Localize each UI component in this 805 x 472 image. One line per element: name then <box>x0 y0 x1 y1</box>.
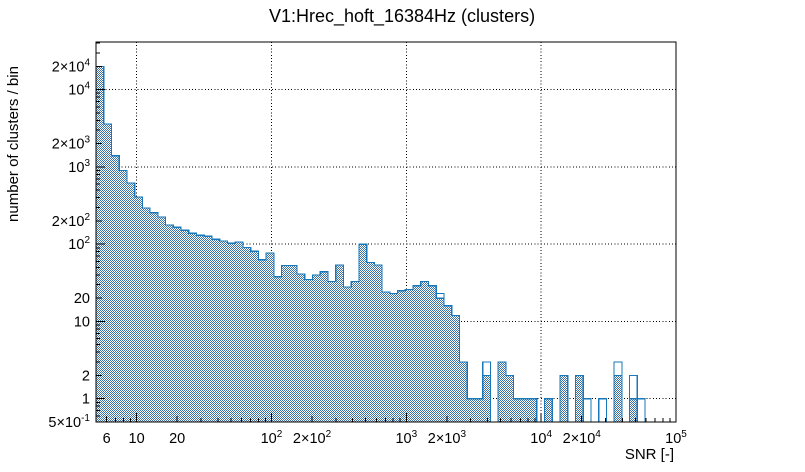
y-tick-label: 2×103 <box>52 135 91 153</box>
y-tick-label: 2 <box>82 368 90 384</box>
y-tick-label: 103 <box>68 158 90 176</box>
x-tick-label: 10 <box>129 431 145 447</box>
y-tick-label: 20 <box>74 291 90 307</box>
chart-title: V1:Hrec_hoft_16384Hz (clusters) <box>269 6 535 27</box>
y-tick-label: 5×10-1 <box>48 413 90 431</box>
plot-frame <box>95 41 677 423</box>
x-tick-label: 105 <box>665 429 687 447</box>
x-tick-label: 2×103 <box>428 429 467 447</box>
x-tick-label: 102 <box>261 429 283 447</box>
x-axis-label: SNR [-] <box>625 446 674 463</box>
x-tick-label: 2×104 <box>563 429 602 447</box>
y-tick-label: 2×102 <box>52 212 91 230</box>
y-tick-label: 10 <box>74 314 90 330</box>
x-tick-label: 103 <box>395 429 417 447</box>
y-tick-label: 1 <box>82 392 90 408</box>
x-tick-label: 2×102 <box>293 429 332 447</box>
axis-ticks <box>95 42 677 422</box>
y-tick-label: 104 <box>68 81 90 99</box>
y-axis-label: number of clusters / bin <box>5 66 22 222</box>
y-tick-label: 102 <box>68 235 90 253</box>
x-tick-labels: 6 10 20 102 2×102 103 2×103 104 2×104 105 <box>103 429 688 447</box>
x-tick-label: 20 <box>169 431 185 447</box>
x-tick-label: 6 <box>103 431 111 447</box>
y-tick-label: 2×104 <box>52 57 91 75</box>
x-tick-label: 104 <box>530 429 552 447</box>
